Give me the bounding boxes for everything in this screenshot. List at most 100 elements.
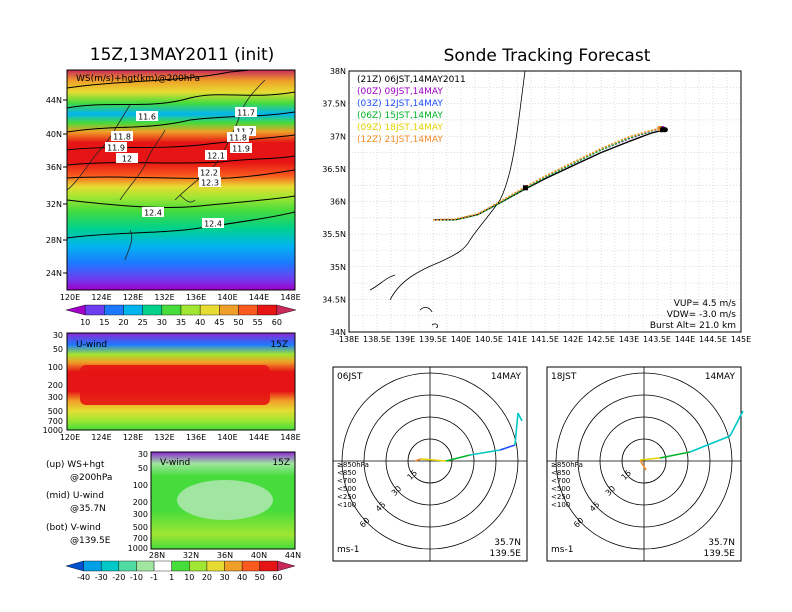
hodo-legend-entry: <850 [337, 469, 356, 477]
hodo-unit: ms-1 [337, 545, 359, 555]
ws-colorbar-swatch [123, 304, 143, 316]
uv-colorbar-swatch [153, 560, 172, 572]
contour-label: 12.4 [144, 209, 162, 218]
lon-tick-label: 124E [91, 293, 111, 302]
ws-field [67, 70, 295, 290]
track-legend-entry: (12Z) 21JST,14MAY [357, 135, 443, 145]
track-title: Sonde Tracking Forecast [444, 46, 651, 66]
track-lat-tick: 35.5N [322, 230, 346, 239]
contour-label-bg [230, 143, 252, 153]
hodo-lon: 139.5E [490, 549, 522, 559]
coastline [124, 229, 133, 261]
u-time: 15Z [270, 340, 288, 350]
hodo-segment [689, 435, 731, 453]
lon-tick-label: 136E [186, 293, 206, 302]
lat-tick-label: 32N [46, 200, 62, 209]
track-lat-tick: 37N [330, 132, 346, 141]
u-pressure-tick: 100 [48, 363, 63, 372]
legend-line-a: (up) WS+hgt [46, 460, 105, 470]
v-pressure-tick: 100 [133, 481, 148, 490]
hodo-segment [445, 454, 471, 462]
track-series-line [433, 129, 666, 221]
ring-label: 15 [406, 468, 420, 482]
ws-colorbar-label: 30 [157, 318, 167, 327]
ws-colorbar-swatch [219, 304, 239, 316]
contour-label-bg [136, 111, 158, 121]
u-lon-tick: 148E [280, 433, 300, 442]
hodo-segment [517, 412, 523, 422]
ws-colorbar-swatch [161, 304, 182, 316]
track-lon-tick: 144.5E [699, 335, 727, 344]
contour-label-bg [199, 177, 221, 187]
hgt-contour [67, 111, 295, 133]
contour-label-bg [202, 218, 224, 228]
init-title: 15Z,13MAY2011 (init) [90, 45, 275, 65]
uv-colorbar-label: 1 [169, 573, 174, 582]
v-lat-tick: 32N [183, 551, 199, 560]
v-pressure-tick: 30 [138, 450, 148, 459]
hodo-segment [639, 459, 647, 471]
track-lat-tick: 34N [330, 328, 346, 337]
track-lon-tick: 138E [339, 335, 359, 344]
ws-colorbar-swatch [104, 304, 124, 316]
hodo-time: 06JST [337, 372, 363, 382]
hodo-legend-entry: <250 [551, 493, 570, 501]
contour-label: 11.7 [237, 109, 255, 118]
ws-colorbar-label: 60 [272, 318, 282, 327]
ws-colorbar-swatch [65, 304, 86, 316]
u-pressure-tick: 700 [48, 417, 63, 426]
uv-colorbar-label: -10 [130, 573, 143, 582]
ws-colorbar-label: 20 [118, 318, 128, 327]
v-lat-tick: 36N [217, 551, 233, 560]
u-lon-tick: 120E [60, 433, 80, 442]
uv-colorbar-label: 50 [255, 573, 265, 582]
ws-colorbar-swatch [238, 304, 258, 316]
u-pressure-tick: 200 [48, 381, 63, 390]
ring-label: 30 [604, 484, 618, 498]
ws-colorbar-swatch [199, 304, 220, 316]
hgt-contour [67, 211, 295, 239]
contour-label: 12.4 [204, 220, 222, 229]
lon-tick-label: 132E [154, 293, 174, 302]
lat-tick-label: 24N [46, 269, 62, 278]
contour-label: 11.6 [138, 113, 156, 122]
uv-colorbar-label: 20 [202, 573, 212, 582]
v-pressure-tick: 1000 [128, 544, 148, 553]
contour-label: 12.1 [207, 152, 225, 161]
panel-legend-text: (up) WS+hgt @200hPa (mid) U-wind @35.7N (bot… [46, 460, 112, 546]
v-time: 15Z [272, 458, 290, 468]
legend-line-b: @35.7N [70, 504, 106, 514]
hodo-legend-entry: <100 [337, 501, 356, 509]
lon-tick-label: 144E [249, 293, 269, 302]
v-frame [150, 451, 296, 550]
contour-label: 11.9 [232, 145, 250, 154]
hodo-legend-entry: <850 [551, 469, 570, 477]
track-legend-entry: (21Z) 06JST,14MAY2011 [357, 75, 466, 85]
ws-colorbar-label: 25 [138, 318, 148, 327]
track-lon-tick: 143E [619, 335, 639, 344]
u-lon-tick: 144E [249, 433, 269, 442]
v-lat-tick: 40N [251, 551, 267, 560]
uv-colorbar-label: 10 [184, 573, 194, 582]
lon-tick-label: 120E [60, 293, 80, 302]
coastline [67, 104, 131, 191]
ws-colorbar-swatch [180, 304, 201, 316]
track-lat-tick: 36N [330, 198, 346, 207]
u-pressure-tick: 300 [48, 393, 63, 402]
hodo-legend-entry: <500 [337, 485, 356, 493]
lon-tick-label: 128E [123, 293, 143, 302]
track-marker [660, 127, 666, 133]
v-pressure-tick: 200 [133, 498, 148, 507]
contour-label: 11.8 [113, 133, 131, 142]
coastline [431, 323, 439, 329]
map-frame [66, 69, 296, 291]
u-lon-tick: 140E [217, 433, 237, 442]
contour-label: 12.3 [201, 179, 219, 188]
hodo-lat: 35.7N [494, 538, 521, 548]
track-lon-tick: 139E [395, 335, 415, 344]
track-lon-tick: 140.5E [475, 335, 503, 344]
